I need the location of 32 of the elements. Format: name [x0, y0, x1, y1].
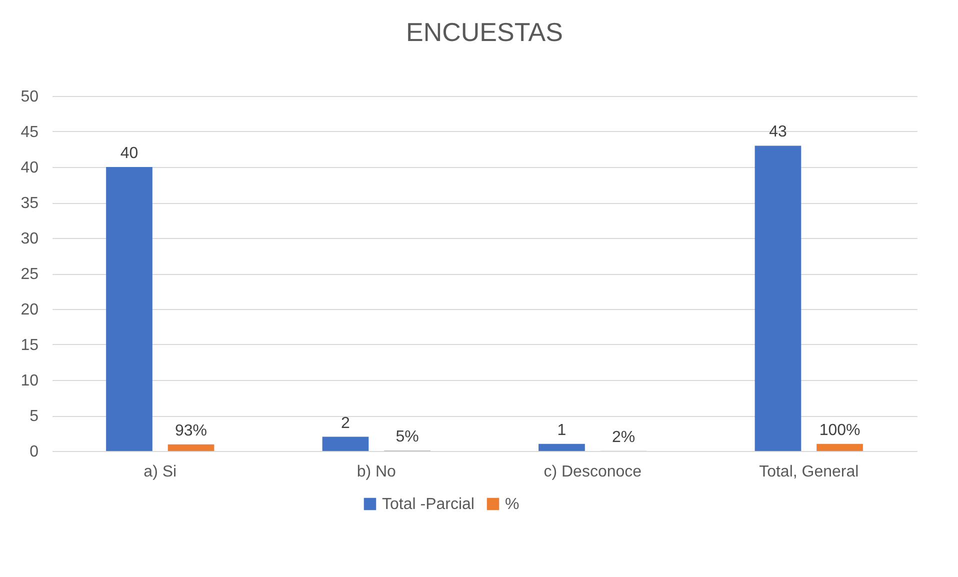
- y-tick-label: 5: [30, 408, 39, 425]
- bar: [816, 444, 863, 451]
- data-label: 2%: [612, 428, 636, 446]
- data-label: 43: [769, 124, 787, 141]
- y-tick-label: 50: [20, 88, 39, 106]
- data-label: 100%: [819, 422, 860, 439]
- y-tick-label: 45: [20, 124, 39, 141]
- x-tick-label: b) No: [356, 464, 396, 480]
- data-label: 1: [557, 422, 566, 439]
- y-tick-label: 30: [20, 230, 39, 248]
- bar: [106, 167, 152, 451]
- bar: [168, 444, 214, 451]
- x-tick-label: Total, General: [759, 464, 859, 480]
- y-tick-label: 35: [20, 195, 39, 212]
- bar: [754, 146, 802, 451]
- data-label: 93%: [175, 422, 208, 440]
- bar: [538, 444, 585, 451]
- data-label: 2: [341, 414, 350, 432]
- legend-label: Total -Parcial: [382, 496, 474, 513]
- x-tick-label: c) Desconoce: [544, 464, 642, 480]
- y-tick-label: 20: [20, 302, 39, 318]
- data-label: 5%: [396, 428, 419, 446]
- y-tick-label: 25: [20, 266, 39, 283]
- legend-label: %: [505, 496, 520, 513]
- y-tick-label: 0: [30, 444, 39, 460]
- y-tick-label: 15: [20, 337, 39, 354]
- y-tick-label: 40: [20, 160, 39, 176]
- data-label: 40: [120, 145, 138, 162]
- bar: [322, 436, 369, 451]
- chart-title: ENCUESTAS: [406, 17, 563, 47]
- x-tick-label: a) Si: [144, 464, 177, 480]
- y-tick-label: 10: [20, 372, 39, 390]
